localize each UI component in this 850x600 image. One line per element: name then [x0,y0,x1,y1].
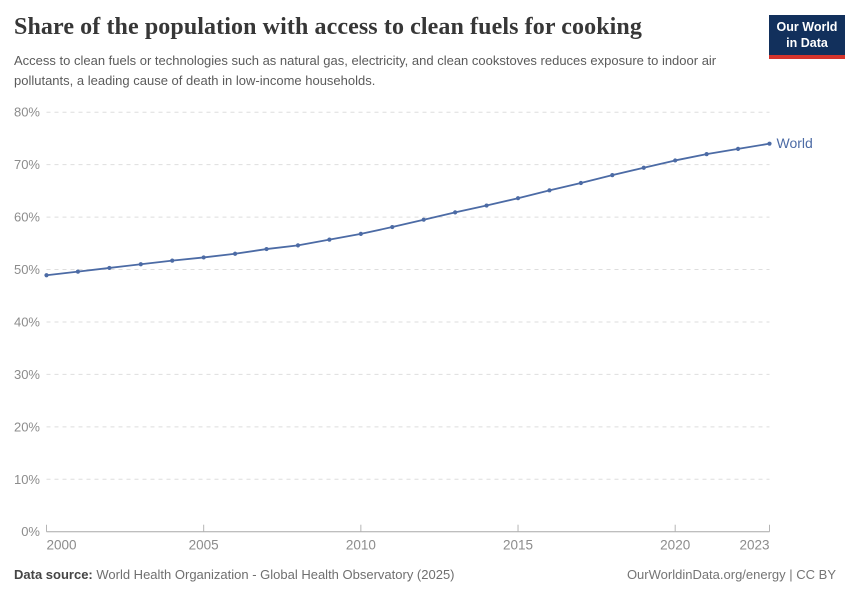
x-tick-label-2023: 2023 [739,538,769,553]
data-point-2020[interactable] [673,158,678,163]
data-point-2015[interactable] [515,196,521,201]
data-point-2021[interactable] [704,152,709,157]
data-point-2001[interactable] [75,269,81,274]
data-point-2008[interactable] [295,243,301,248]
y-tick-label-80: 80% [14,105,40,120]
line-chart[interactable]: 0% 10% 20% 30% 40% 50% 60% 70% 80% 2000 2005 2010 20… [0,95,850,570]
y-tick-label-20: 20% [14,419,40,434]
x-tick-label-2005: 2005 [189,538,219,553]
owid-url-license[interactable]: OurWorldinData.org/energy | CC BY [626,567,836,582]
y-tick-label-70: 70% [14,157,40,172]
data-source-text: World Health Organization - Global Healt… [92,567,455,582]
chart-title: Share of the population with access to c… [14,14,642,40]
series-end-label[interactable]: World [777,135,813,151]
y-tick-label-40: 40% [14,314,40,329]
y-tick-label-60: 60% [14,210,40,225]
data-point-2014[interactable] [484,203,489,208]
data-point-2002[interactable] [107,265,112,271]
data-point-2006[interactable] [233,251,238,256]
data-point-2019[interactable] [641,165,646,170]
x-tick-label-2010: 2010 [346,538,376,553]
data-source-note: Data source: World Health Organization -… [14,567,455,582]
x-tick-label-2020: 2020 [660,538,690,553]
y-tick-label-0: 0% [21,524,40,539]
data-point-2005[interactable] [201,255,206,260]
data-source-label: Data source: [14,567,93,582]
series-line-world[interactable] [45,142,771,277]
chart-subtitle: Access to clean fuels or technologies su… [14,53,717,89]
owid-logo[interactable]: Our World in Data [769,15,845,60]
data-point-2018[interactable] [610,173,615,178]
owid-logo-line2: in Data [786,35,828,50]
data-point-2011[interactable] [390,224,395,230]
data-point-2007[interactable] [264,246,269,252]
data-point-2013[interactable] [453,210,458,215]
owid-logo-line1: Our World [776,20,838,34]
data-point-2012[interactable] [421,217,426,222]
data-point-2022[interactable] [735,146,741,152]
chart-footer: Data source: World Health Organization -… [14,567,836,582]
x-tick-label-2015: 2015 [503,538,533,553]
y-tick-label-30: 30% [14,367,40,382]
data-point-2010[interactable] [358,231,363,236]
x-tick-label-2000: 2000 [47,538,77,553]
data-point-2016[interactable] [547,188,552,193]
y-tick-label-10: 10% [14,472,40,487]
data-point-2000[interactable] [44,273,49,278]
y-tick-label-50: 50% [14,262,40,277]
data-point-2003[interactable] [138,262,143,267]
data-point-2017[interactable] [578,180,583,186]
data-point-2009[interactable] [327,237,332,242]
data-point-2004[interactable] [170,258,175,263]
data-point-2023[interactable] [767,141,772,146]
